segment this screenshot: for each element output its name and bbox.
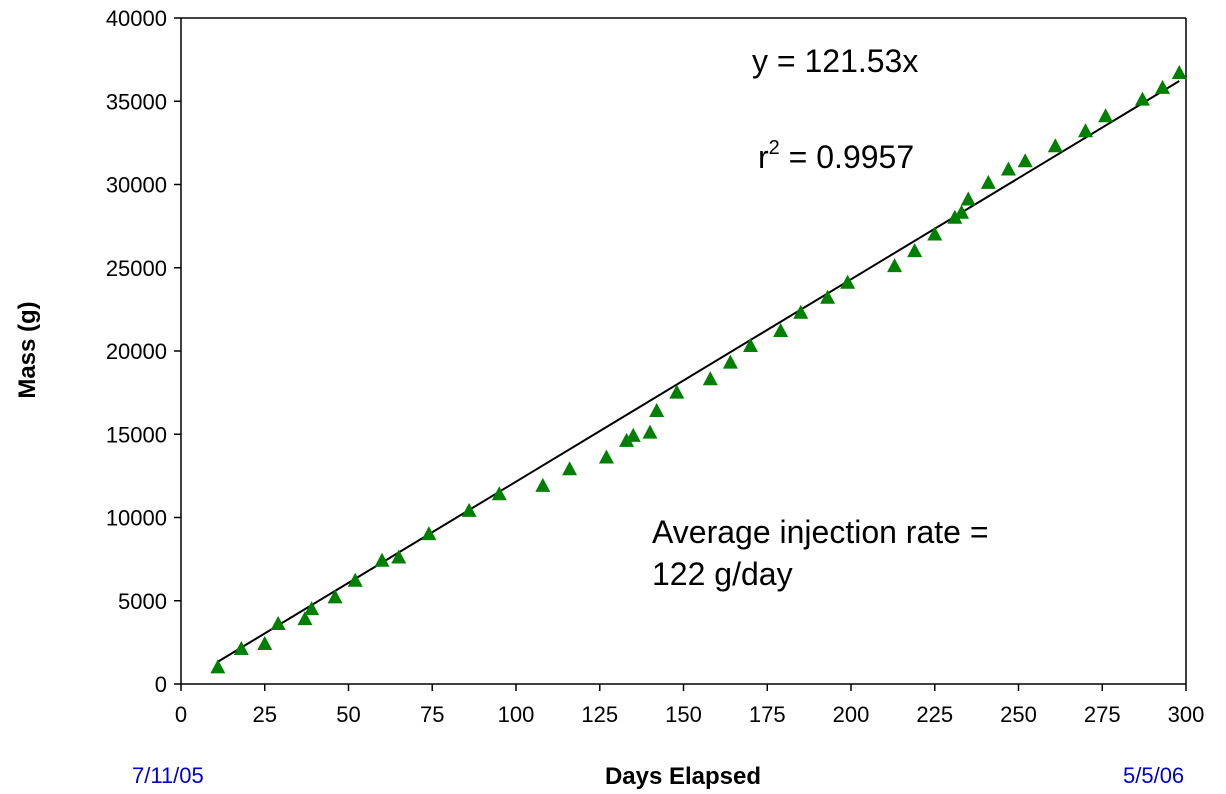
data-point [210, 659, 226, 674]
data-point [535, 477, 551, 492]
x-tick-label: 225 [916, 702, 953, 727]
x-tick-label: 250 [1000, 702, 1037, 727]
data-point [257, 636, 273, 651]
r2-superscript: 2 [769, 137, 780, 159]
data-point [980, 174, 996, 189]
data-point [793, 304, 809, 319]
x-tick-label: 175 [749, 702, 786, 727]
x-tick-label: 200 [833, 702, 870, 727]
data-point [625, 427, 641, 442]
y-tick-label: 15000 [106, 422, 167, 447]
data-point [421, 526, 437, 541]
data-point [304, 601, 320, 616]
y-tick-label: 20000 [106, 339, 167, 364]
y-tick-label: 40000 [106, 6, 167, 31]
data-points [210, 64, 1187, 674]
data-point [1171, 64, 1187, 79]
data-point [887, 258, 903, 273]
data-point [1134, 91, 1150, 106]
data-point [820, 289, 836, 304]
r2-value: = 0.9957 [780, 139, 914, 175]
y-tick-label: 30000 [106, 173, 167, 198]
data-point [347, 572, 363, 587]
x-tick-label: 50 [336, 702, 360, 727]
x-tick-label: 75 [420, 702, 444, 727]
start-date-label: 7/11/05 [132, 763, 204, 788]
data-point [374, 552, 390, 567]
data-point [840, 274, 856, 289]
y-ticks: 0 5000 10000 15000 20000 25000 30000 35000 40000 [106, 6, 181, 697]
data-point [391, 549, 407, 564]
x-tick-label: 125 [581, 702, 618, 727]
y-axis-title: Mass (g) [14, 301, 41, 398]
y-tick-label: 10000 [106, 506, 167, 531]
data-point [947, 209, 963, 224]
y-tick-label: 35000 [106, 89, 167, 114]
data-point [960, 191, 976, 206]
data-point [1098, 108, 1114, 123]
data-point [1047, 138, 1063, 153]
x-tick-label: 0 [175, 702, 187, 727]
data-point [270, 616, 286, 631]
data-point [642, 424, 658, 439]
end-date-label: 5/5/06 [1123, 763, 1184, 788]
y-tick-label: 0 [155, 672, 167, 697]
data-point [461, 502, 477, 517]
data-point [491, 486, 507, 501]
annotation-line-1: Average injection rate = [652, 514, 989, 550]
data-point [233, 641, 249, 656]
data-point [954, 204, 970, 219]
r2-label: r2 = 0.9957 [758, 137, 914, 175]
data-point [598, 449, 614, 464]
data-point [1078, 123, 1093, 138]
x-tick-label: 150 [665, 702, 702, 727]
data-point [927, 226, 943, 241]
x-tick-label: 300 [1168, 702, 1205, 727]
annotation-line-2: 122 g/day [652, 556, 793, 592]
equation-label: y = 121.53x [752, 43, 918, 79]
data-point [1000, 161, 1016, 176]
data-point [773, 323, 789, 338]
data-point [649, 402, 665, 417]
y-tick-label: 25000 [106, 256, 167, 281]
x-tick-label: 100 [498, 702, 535, 727]
data-point [743, 338, 758, 353]
data-point [1017, 153, 1033, 168]
x-tick-label: 25 [253, 702, 277, 727]
x-ticks: 0 25 50 75 100 125 150 175 200 225 250 275 300 [175, 684, 1204, 727]
data-point [1155, 79, 1171, 94]
data-point [722, 354, 738, 369]
data-point [562, 461, 578, 476]
data-point [327, 589, 343, 604]
x-axis-title: Days Elapsed [605, 763, 761, 790]
y-tick-label: 5000 [118, 589, 167, 614]
r2-prefix: r [758, 139, 769, 175]
data-point [702, 371, 718, 386]
data-point [619, 432, 635, 447]
data-point [669, 384, 685, 399]
x-tick-label: 275 [1084, 702, 1121, 727]
data-point [907, 243, 923, 258]
data-point [297, 611, 313, 626]
